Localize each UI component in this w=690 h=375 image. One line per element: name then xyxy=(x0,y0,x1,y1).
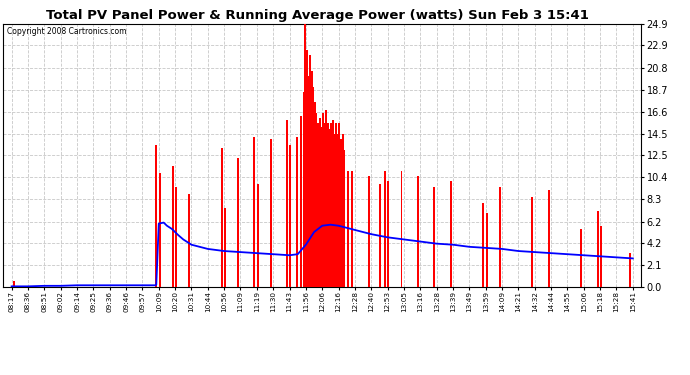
Bar xyxy=(328,129,331,287)
Bar xyxy=(342,134,344,287)
Bar xyxy=(300,116,302,287)
Bar xyxy=(306,50,308,287)
Bar xyxy=(340,139,342,287)
Bar xyxy=(188,194,190,287)
Bar xyxy=(433,187,435,287)
Bar xyxy=(548,190,550,287)
Bar xyxy=(307,76,309,287)
Bar xyxy=(319,118,321,287)
Bar xyxy=(333,134,335,287)
Bar xyxy=(296,137,298,287)
Bar xyxy=(400,171,402,287)
Bar xyxy=(388,182,389,287)
Bar xyxy=(270,139,272,287)
Bar xyxy=(531,197,533,287)
Bar xyxy=(600,226,602,287)
Bar xyxy=(304,24,306,287)
Bar xyxy=(486,213,488,287)
Bar xyxy=(175,187,177,287)
Bar xyxy=(335,123,337,287)
Bar xyxy=(303,92,305,287)
Bar xyxy=(159,173,161,287)
Bar xyxy=(289,144,291,287)
Bar xyxy=(314,102,316,287)
Bar xyxy=(351,171,353,287)
Bar xyxy=(286,120,288,287)
Bar xyxy=(499,187,500,287)
Bar xyxy=(224,208,226,287)
Bar xyxy=(417,176,419,287)
Bar xyxy=(13,280,15,287)
Bar xyxy=(629,253,631,287)
Bar xyxy=(331,123,332,287)
Bar xyxy=(326,110,327,287)
Bar xyxy=(320,127,322,287)
Bar xyxy=(313,87,314,287)
Bar xyxy=(337,134,339,287)
Text: Copyright 2008 Cartronics.com: Copyright 2008 Cartronics.com xyxy=(7,27,126,36)
Bar xyxy=(380,183,382,287)
Bar xyxy=(597,211,599,287)
Bar xyxy=(310,71,313,287)
Bar xyxy=(332,120,334,287)
Bar xyxy=(322,113,324,287)
Bar xyxy=(253,137,255,287)
Bar xyxy=(344,150,345,287)
Bar xyxy=(368,176,370,287)
Bar xyxy=(450,182,451,287)
Bar xyxy=(346,171,348,287)
Bar xyxy=(317,123,319,287)
Bar xyxy=(338,123,340,287)
Bar xyxy=(237,158,239,287)
Bar xyxy=(324,123,326,287)
Bar xyxy=(309,55,311,287)
Bar xyxy=(221,148,223,287)
Bar xyxy=(327,123,329,287)
Text: Total PV Panel Power & Running Average Power (watts) Sun Feb 3 15:41: Total PV Panel Power & Running Average P… xyxy=(46,9,589,22)
Bar xyxy=(155,144,157,287)
Bar xyxy=(315,113,317,287)
Bar xyxy=(172,166,174,287)
Bar xyxy=(580,229,582,287)
Bar xyxy=(257,183,259,287)
Bar xyxy=(384,171,386,287)
Bar xyxy=(482,202,484,287)
